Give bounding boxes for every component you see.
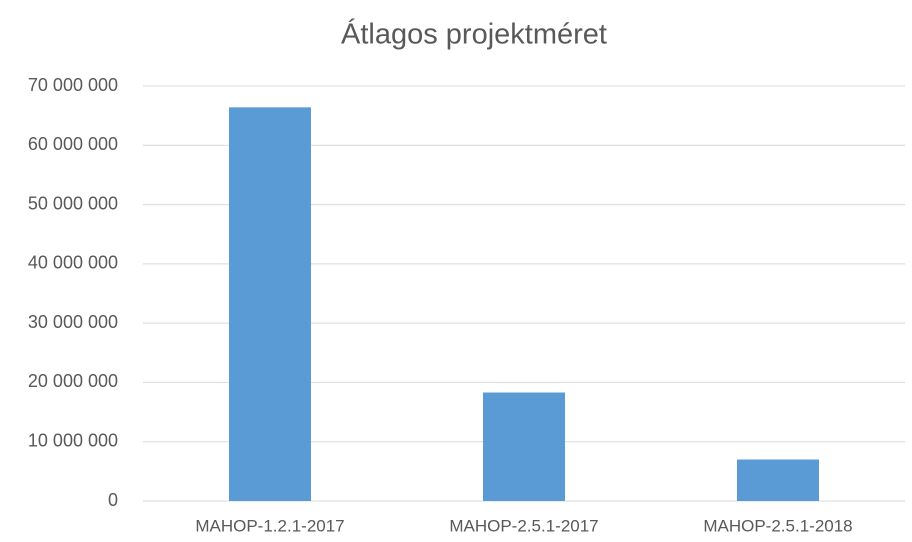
bar: [737, 459, 819, 501]
x-tick-label: MAHOP-2.5.1-2017: [449, 516, 598, 535]
y-tick-label: 10 000 000: [28, 430, 118, 450]
x-tick-label: MAHOP-2.5.1-2018: [703, 516, 852, 535]
bar: [483, 392, 565, 501]
x-tick-label: MAHOP-1.2.1-2017: [195, 516, 344, 535]
y-tick-label: 0: [108, 490, 118, 510]
y-tick-label: 20 000 000: [28, 371, 118, 391]
y-tick-label: 40 000 000: [28, 253, 118, 273]
y-tick-label: 30 000 000: [28, 312, 118, 332]
y-tick-label: 60 000 000: [28, 134, 118, 154]
bar: [229, 107, 311, 501]
y-tick-label: 50 000 000: [28, 193, 118, 213]
y-tick-label: 70 000 000: [28, 75, 118, 95]
chart-title: Átlagos projektméret: [341, 18, 607, 51]
